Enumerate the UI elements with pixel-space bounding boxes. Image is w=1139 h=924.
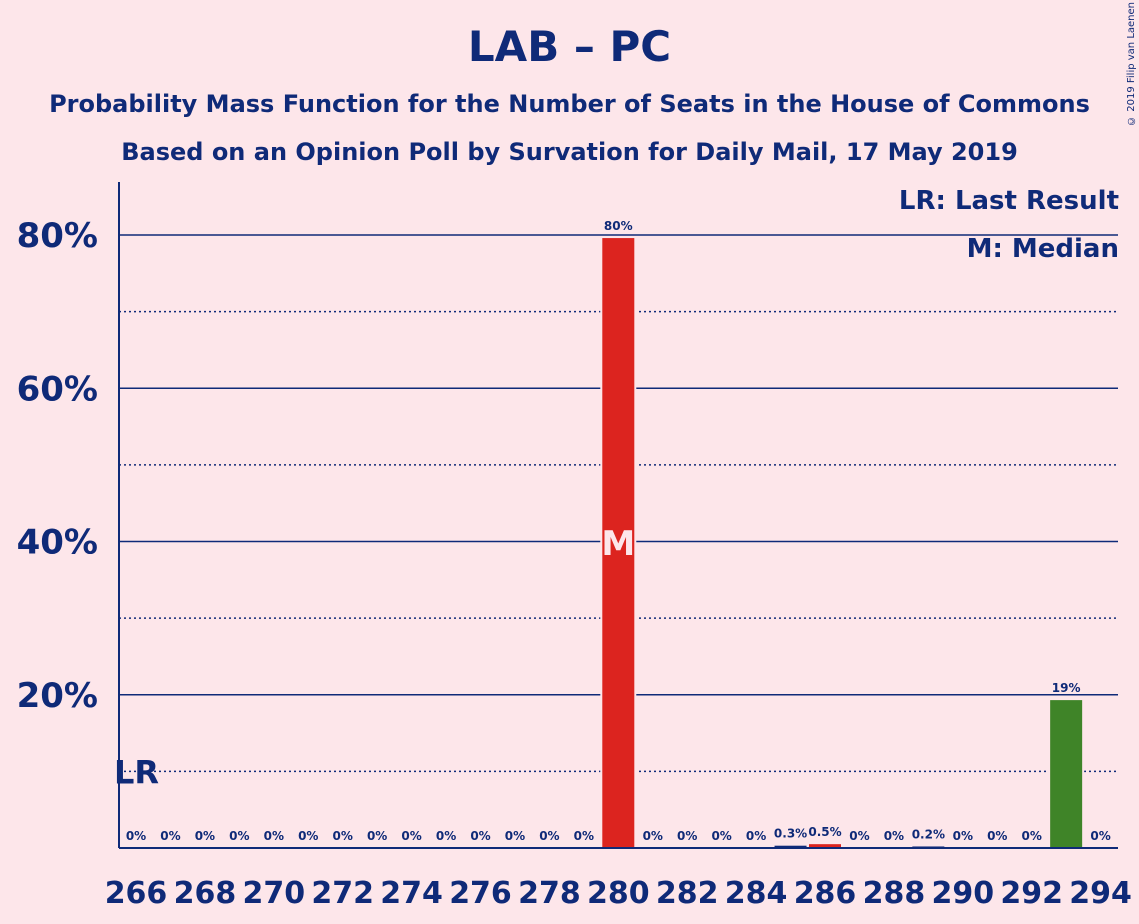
data-label: 0.5% bbox=[808, 825, 841, 839]
y-tick-label: 40% bbox=[17, 523, 98, 563]
y-tick-label: 60% bbox=[17, 369, 98, 409]
data-label: 0% bbox=[987, 829, 1007, 843]
bar bbox=[809, 844, 841, 848]
data-label: 0% bbox=[333, 829, 353, 843]
data-label: 0.3% bbox=[774, 827, 807, 841]
bar bbox=[602, 238, 635, 848]
bar-gap bbox=[910, 844, 947, 848]
data-label: 0% bbox=[643, 829, 663, 843]
bar bbox=[774, 845, 807, 848]
x-tick-label: 276 bbox=[449, 876, 512, 911]
x-tick-label: 266 bbox=[105, 876, 168, 911]
y-tick-label: 80% bbox=[17, 216, 98, 256]
x-tick-label: 274 bbox=[380, 876, 443, 911]
x-tick-label: 286 bbox=[794, 876, 857, 911]
data-label: 0% bbox=[367, 829, 387, 843]
x-tick-label: 290 bbox=[931, 876, 994, 911]
x-tick-label: 294 bbox=[1069, 876, 1132, 911]
chart-title: LAB – PC bbox=[467, 22, 672, 71]
last-result-marker: LR bbox=[114, 753, 159, 791]
x-tick-label: 288 bbox=[863, 876, 926, 911]
data-label: 0% bbox=[1090, 829, 1110, 843]
median-marker: M bbox=[601, 524, 635, 564]
data-label: 0% bbox=[953, 829, 973, 843]
data-label: 0% bbox=[505, 829, 525, 843]
x-tick-label: 284 bbox=[725, 876, 788, 911]
data-label: 0% bbox=[711, 829, 731, 843]
data-label: 0% bbox=[401, 829, 421, 843]
data-label: 0% bbox=[574, 829, 594, 843]
data-label: 0% bbox=[126, 829, 146, 843]
data-label: 0% bbox=[677, 829, 697, 843]
data-label: 0% bbox=[264, 829, 284, 843]
data-label: 0% bbox=[746, 829, 766, 843]
chart-subtitle-poll: Based on an Opinion Poll by Survation fo… bbox=[121, 138, 1018, 166]
legend-median: M: Median bbox=[966, 234, 1119, 264]
data-label: 0% bbox=[1022, 829, 1042, 843]
x-tick-label: 282 bbox=[656, 876, 719, 911]
data-label: 0% bbox=[195, 829, 215, 843]
x-tick-label: 272 bbox=[311, 876, 374, 911]
x-tick-label: 270 bbox=[242, 876, 305, 911]
legend-last-result: LR: Last Result bbox=[898, 186, 1119, 216]
data-label: 0% bbox=[436, 829, 456, 843]
data-label: 0% bbox=[229, 829, 249, 843]
data-label: 0.2% bbox=[912, 827, 945, 841]
x-tick-label: 268 bbox=[174, 876, 237, 911]
data-label: 19% bbox=[1052, 681, 1081, 695]
bar bbox=[1050, 700, 1083, 848]
data-label: 0% bbox=[298, 829, 318, 843]
x-tick-label: 292 bbox=[1000, 876, 1063, 911]
x-tick-label: 278 bbox=[518, 876, 581, 911]
data-label: 0% bbox=[849, 829, 869, 843]
x-tick-label: 280 bbox=[587, 876, 650, 911]
data-label: 0% bbox=[884, 829, 904, 843]
chart-subtitle: Probability Mass Function for the Number… bbox=[49, 90, 1090, 118]
data-label: 0% bbox=[539, 829, 559, 843]
data-label: 0% bbox=[160, 829, 180, 843]
data-label: 80% bbox=[604, 219, 633, 233]
data-label: 0% bbox=[470, 829, 490, 843]
y-tick-label: 20% bbox=[17, 676, 98, 716]
